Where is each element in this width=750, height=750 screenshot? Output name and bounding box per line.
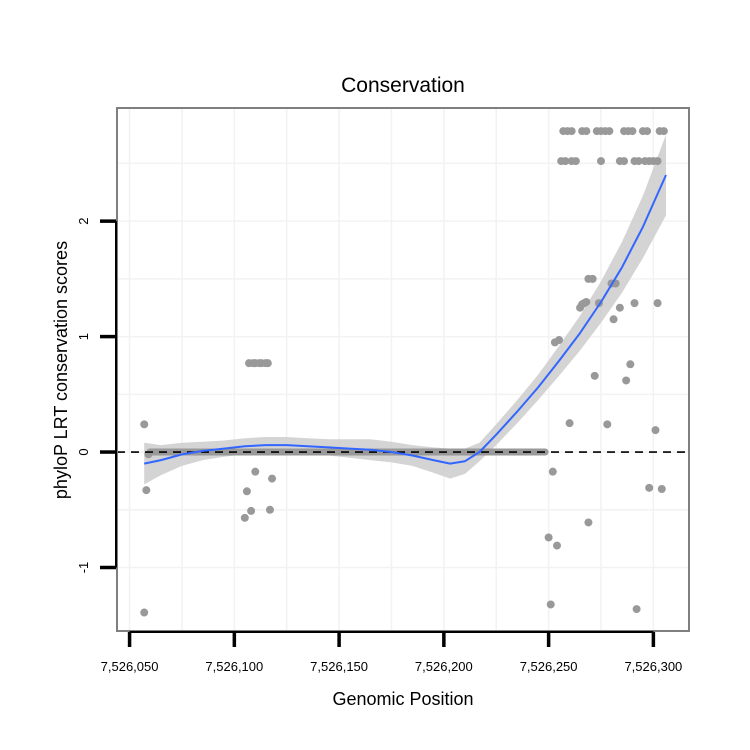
score-point [651, 426, 660, 435]
smooth-trend [143, 174, 667, 465]
y-tick-label: 1 [76, 333, 91, 340]
score-point [140, 608, 149, 617]
score-point [265, 505, 274, 514]
y-tick-label: 0 [76, 448, 91, 455]
score-point [555, 336, 564, 345]
score-point [544, 533, 553, 542]
confidence-band [144, 134, 666, 485]
score-point [268, 474, 277, 483]
y-axis: -1 0 1 2 [76, 217, 117, 574]
x-axis-label: Genomic Position [332, 689, 473, 709]
score-point [567, 127, 576, 136]
score-point [643, 127, 652, 136]
score-point [140, 420, 149, 429]
score-point [622, 376, 631, 385]
score-point [659, 127, 668, 136]
score-point [653, 299, 662, 308]
score-point [620, 157, 629, 166]
confidence-band-area [144, 134, 666, 485]
score-point [628, 127, 637, 136]
score-point [561, 157, 570, 166]
score-point [240, 513, 249, 522]
score-point [597, 157, 605, 166]
score-point [609, 315, 618, 324]
score-point [588, 274, 597, 283]
score-point [634, 157, 643, 166]
score-point [582, 297, 591, 306]
score-points [140, 127, 668, 617]
x-tick-label: 7,526,150 [310, 659, 368, 674]
score-point [142, 486, 151, 495]
y-tick-label: 2 [76, 217, 91, 224]
score-point [263, 359, 272, 368]
score-point [657, 484, 666, 493]
x-axis: 7,526,050 7,526,100 7,526,150 7,526,200 7,52… [101, 631, 682, 674]
smooth-trend-line [143, 174, 667, 465]
x-tick-label: 7,526,300 [624, 659, 682, 674]
score-point [632, 605, 641, 614]
score-point [553, 541, 561, 550]
y-axis-label: phyloP LRT conservation scores [51, 241, 71, 499]
score-point [584, 518, 593, 527]
score-point [548, 467, 557, 476]
x-tick-label: 7,526,200 [415, 659, 473, 674]
score-point [565, 419, 574, 428]
x-tick-label: 7,526,050 [101, 659, 159, 674]
score-point [247, 506, 256, 515]
score-point [645, 483, 654, 492]
score-point [546, 600, 555, 609]
score-point [603, 420, 612, 429]
score-point [251, 467, 260, 476]
score-point [615, 303, 624, 312]
score-point [582, 127, 591, 136]
score-point [242, 487, 251, 496]
chart-title: Conservation [341, 74, 465, 97]
score-point [571, 157, 580, 166]
score-point [630, 299, 639, 308]
x-tick-label: 7,526,100 [205, 659, 263, 674]
score-point [626, 360, 635, 369]
score-point [590, 371, 599, 380]
score-point [653, 157, 662, 166]
y-tick-label: -1 [76, 562, 91, 574]
x-tick-label: 7,526,250 [520, 659, 578, 674]
score-point [605, 127, 614, 136]
